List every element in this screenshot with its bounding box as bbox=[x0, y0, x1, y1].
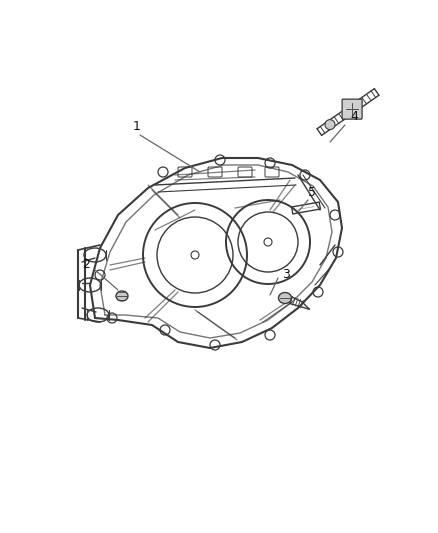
FancyBboxPatch shape bbox=[342, 99, 362, 119]
Text: 1: 1 bbox=[133, 120, 141, 133]
Ellipse shape bbox=[116, 291, 128, 301]
Ellipse shape bbox=[325, 119, 335, 130]
Text: 2: 2 bbox=[82, 258, 90, 271]
Text: 3: 3 bbox=[282, 268, 290, 281]
Text: 4: 4 bbox=[350, 110, 358, 123]
Text: 5: 5 bbox=[308, 186, 316, 199]
Ellipse shape bbox=[279, 293, 292, 303]
